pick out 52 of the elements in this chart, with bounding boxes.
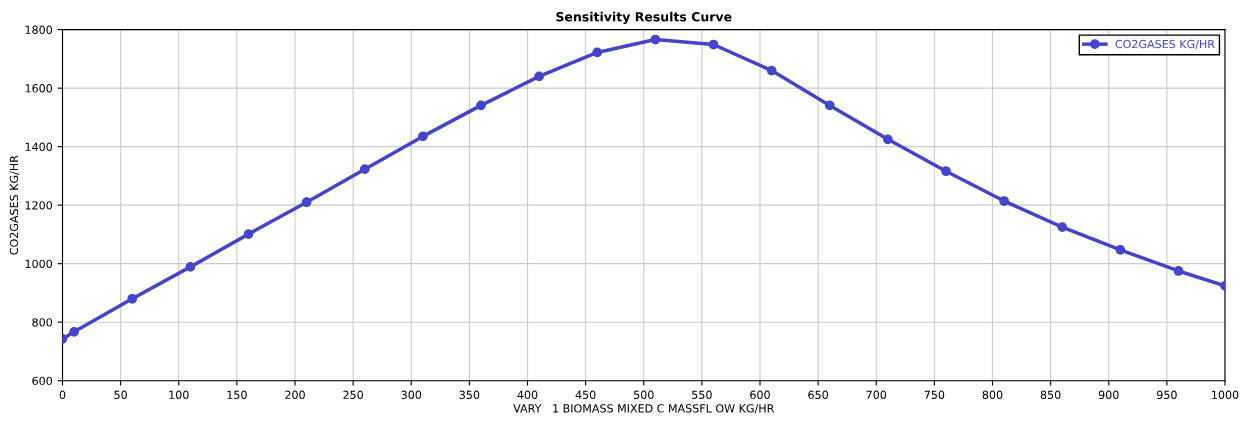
x-tick-label: 950 bbox=[1156, 390, 1177, 400]
x-tick-label: 850 bbox=[1040, 390, 1061, 400]
x-tick-label: 400 bbox=[517, 390, 538, 400]
point bbox=[650, 34, 661, 45]
y-tick-label: 1400 bbox=[25, 142, 53, 152]
point bbox=[708, 39, 719, 50]
y-tick-label: 1800 bbox=[25, 25, 53, 34]
y-axis-title: CO2GASES KG/HR bbox=[9, 155, 20, 255]
point bbox=[69, 326, 79, 337]
y-tick-label: 800 bbox=[32, 318, 53, 327]
x-tick-label: 150 bbox=[227, 390, 247, 400]
point bbox=[941, 166, 951, 177]
point bbox=[476, 100, 486, 111]
point bbox=[127, 293, 138, 304]
y-tick-label: 1200 bbox=[25, 201, 53, 210]
x-tick-label: 0 bbox=[59, 390, 66, 400]
x-tick-label: 350 bbox=[459, 390, 480, 400]
x-tick-label: 800 bbox=[982, 390, 1003, 400]
point bbox=[1057, 222, 1068, 232]
x-tick-label: 1000 bbox=[1212, 390, 1239, 400]
y-tick-label: 600 bbox=[32, 376, 53, 386]
point bbox=[999, 196, 1009, 206]
x-tick-label: 600 bbox=[750, 390, 770, 400]
x-tick-label: 450 bbox=[575, 390, 596, 400]
x-tick-label: 700 bbox=[866, 390, 887, 400]
x-tick-label: 750 bbox=[924, 390, 945, 400]
x-tick-label: 300 bbox=[401, 390, 422, 400]
point bbox=[185, 262, 196, 272]
point bbox=[592, 47, 603, 58]
y-tick-label: 1000 bbox=[25, 259, 53, 269]
point bbox=[883, 134, 893, 145]
x-tick-label: 500 bbox=[634, 390, 654, 400]
point bbox=[824, 100, 835, 111]
x-tick-label: 50 bbox=[114, 390, 127, 400]
x-tick-label: 650 bbox=[808, 390, 828, 400]
point bbox=[243, 229, 254, 239]
x-tick-label: 100 bbox=[169, 390, 189, 400]
x-tick-label: 250 bbox=[343, 390, 363, 400]
point bbox=[418, 131, 428, 142]
point bbox=[534, 71, 544, 82]
point bbox=[1115, 245, 1126, 255]
y-tick-label: 1600 bbox=[25, 84, 53, 93]
x-tick-label: 900 bbox=[1098, 390, 1119, 400]
point bbox=[359, 164, 370, 175]
point bbox=[766, 65, 777, 76]
x-axis-title: VARY 1 BIOMASS MIXED C MASSFL OW KG/HR bbox=[513, 404, 775, 414]
x-tick-label: 200 bbox=[285, 390, 305, 400]
point bbox=[301, 197, 312, 208]
point bbox=[1173, 266, 1184, 276]
legend-label: CO2GASES KG/HR bbox=[1115, 39, 1215, 50]
x-tick-label: 550 bbox=[692, 390, 712, 400]
chart-title: Sensitivity Results Curve bbox=[556, 11, 732, 24]
